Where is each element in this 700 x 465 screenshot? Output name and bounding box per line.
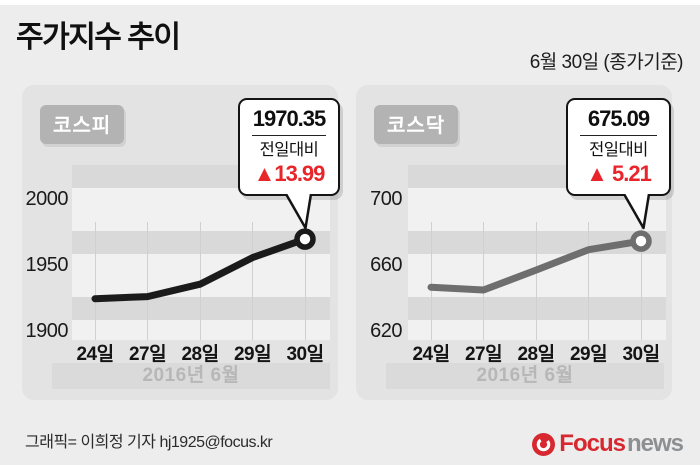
index-trend-line [91,235,309,303]
y-axis-tick-label: 2000 [25,188,69,210]
kosdaq-close-value: 675.09 [587,106,650,131]
x-axis-tick-label: 24일 [412,344,450,365]
vertical-gridline [252,222,253,340]
vertical-gridline [483,222,484,340]
y-axis-tick-label: 620 [370,320,402,342]
focus-news-logo: Focus news [532,430,684,458]
callout-divider [252,135,326,136]
kospi-close-value: 1970.35 [252,106,327,131]
index-trend-line [427,237,645,294]
last-point-marker [294,228,316,250]
x-axis-tick-label: 27일 [464,344,503,365]
x-axis-tick-label: 27일 [128,344,167,365]
as-of-date-note: 6월 30일 (종가기준) [529,52,684,73]
kospi-change-value: ▲13.99 [253,161,326,186]
last-point-marker [630,230,652,252]
y-axis-tick-label: 700 [370,188,402,210]
graphics-credit: 그래픽= 이희정 기자 hj1925@focus.kr [25,434,273,451]
kospi-x-axis-period-label: 2016년 6월 [52,363,330,389]
kospi-value-callout: 1970.35 전일대비 ▲13.99 [238,98,340,230]
y-axis-tick-label: 1950 [25,254,69,276]
callout-tail-pointer [284,194,313,230]
callout-divider [580,135,657,136]
kosdaq-change-label: 전일대비 [589,141,648,159]
logo-brand-text: Focus [559,430,626,457]
x-axis-tick-label: 30일 [622,344,660,365]
x-axis-tick-label: 29일 [569,344,608,365]
x-axis-tick-label: 28일 [517,344,555,365]
kosdaq-value-callout: 675.09 전일대비 ▲ 5.21 [566,98,671,230]
kosdaq-index-label: 코스닥 [374,105,459,144]
코스피-line-chart [91,228,316,303]
vertical-gridline [535,222,537,340]
kospi-chart-panel: 코스피 2016년 6월 1970.35 전일대비 ▲13.99 2000 195… [22,85,340,400]
y-axis-tick-label: 660 [370,254,402,276]
x-axis-tick-label: 30일 [286,344,324,365]
vertical-gridline [640,222,642,340]
x-axis-tick-label: 24일 [76,344,114,365]
vertical-gridline [147,222,148,340]
kosdaq-chart-panel: 코스닥 2016년 6월 675.09 전일대비 ▲ 5.21 700 660 62… [356,85,672,400]
vertical-gridline [588,222,589,340]
kospi-index-label: 코스피 [40,105,125,144]
callout-tail-pointer [622,194,651,230]
vertical-gridline [430,222,432,340]
kosdaq-change-value: ▲ 5.21 [586,161,652,186]
logo-suffix-text: news [626,430,684,457]
focus-news-swirl-icon [532,432,556,456]
kosdaq-x-axis-period-label: 2016년 6월 [386,363,664,389]
vertical-gridline [304,222,306,340]
x-axis-tick-label: 29일 [233,344,272,365]
x-axis-tick-label: 28일 [181,344,219,365]
코스닥-line-chart [427,230,652,294]
top-border-strip [0,0,700,5]
y-axis-tick-label: 1900 [25,320,69,342]
vertical-gridline [94,222,96,340]
kospi-change-label: 전일대비 [259,141,319,159]
page-title: 주가지수 추이 [16,21,181,54]
